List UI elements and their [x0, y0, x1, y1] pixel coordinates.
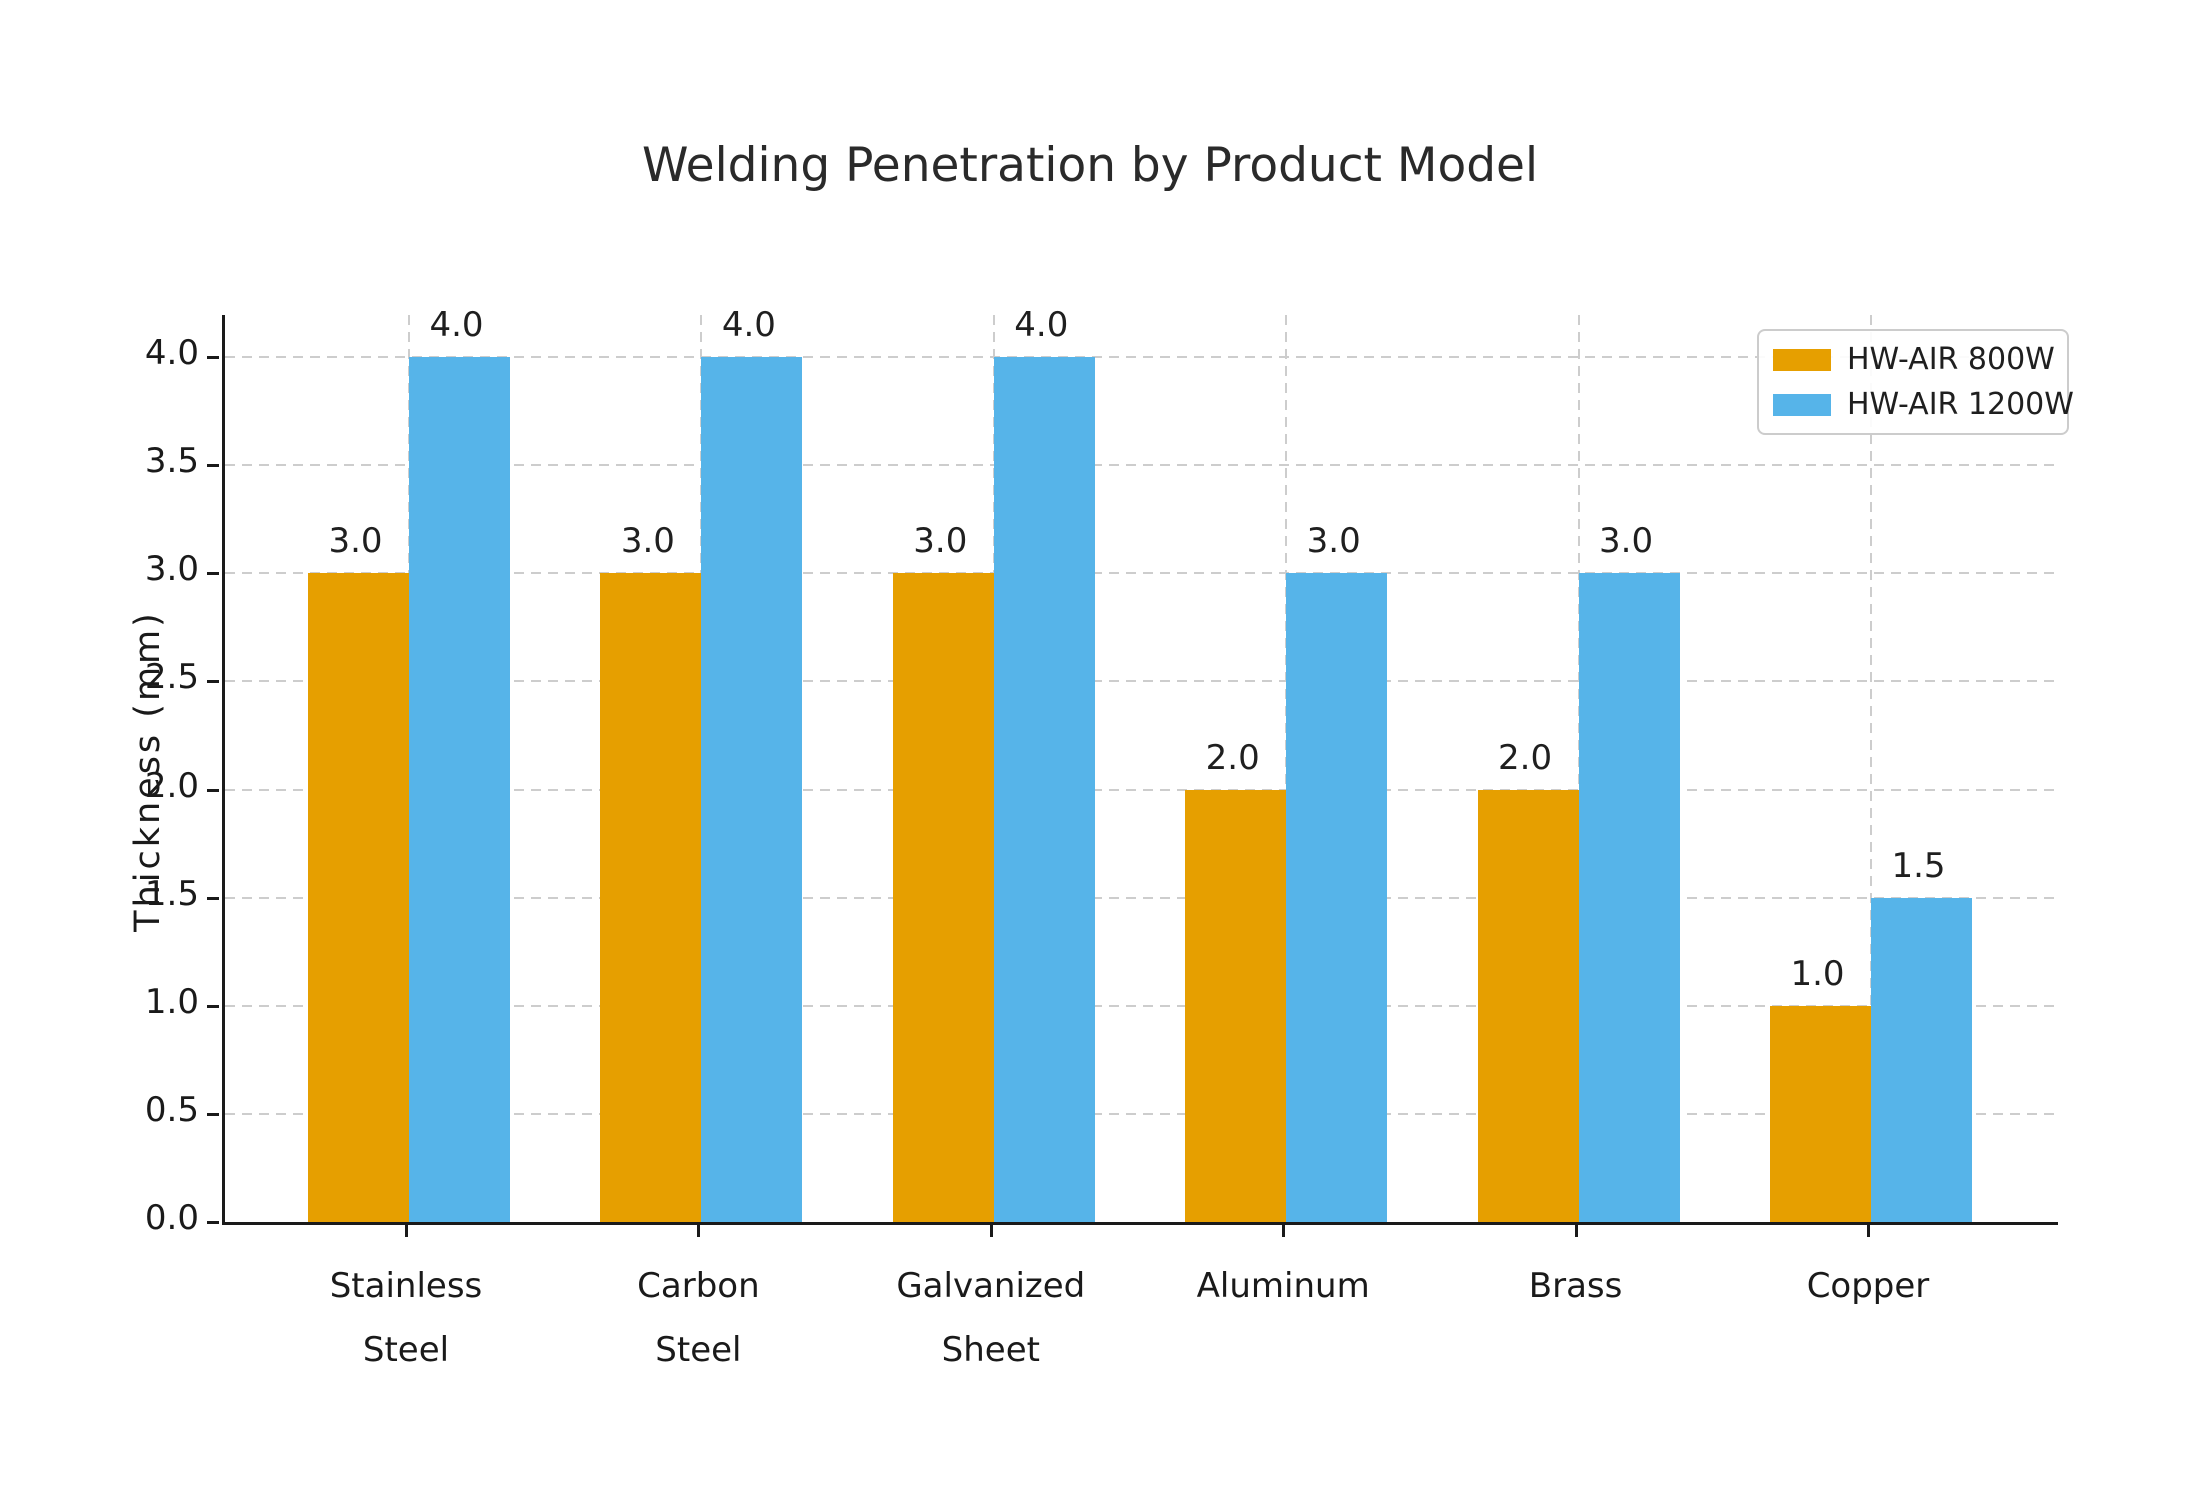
bar-hw-air-1200w-5 — [1871, 897, 1972, 1222]
bar-hw-air-800w-3 — [1185, 789, 1287, 1222]
bar-value-label: 4.0 — [429, 305, 484, 346]
y-tick-mark — [207, 788, 219, 792]
bar-hw-air-1200w-4 — [1578, 573, 1680, 1222]
legend: HW-AIR 800W HW-AIR 1200W — [1757, 329, 2074, 435]
y-tick-label: 4.0 — [144, 333, 199, 374]
y-tick-mark — [207, 1004, 219, 1008]
bar-hw-air-800w-5 — [1770, 1005, 1871, 1222]
y-tick-label: 1.5 — [144, 873, 199, 914]
gridline-horizontal — [225, 1004, 2058, 1007]
bar-value-label: 2.0 — [1498, 737, 1553, 778]
x-tick-mark — [989, 1225, 993, 1237]
y-tick-label: 1.0 — [144, 981, 199, 1022]
bar-hw-air-800w-2 — [892, 573, 994, 1222]
y-tick-mark — [207, 464, 219, 468]
plot-area — [222, 315, 2058, 1225]
gridline-horizontal — [225, 356, 2058, 359]
y-tick-mark — [207, 572, 219, 576]
gridline-horizontal — [225, 680, 2058, 683]
chart-title: Welding Penetration by Product Model — [641, 138, 1539, 193]
gridline-vertical — [1870, 315, 1872, 1222]
y-tick-label: 3.0 — [144, 549, 199, 590]
bar-value-label: 4.0 — [721, 305, 776, 346]
x-tick-mark — [1282, 1225, 1286, 1237]
bar-value-label: 4.0 — [1014, 305, 1069, 346]
bar-hw-air-800w-0 — [308, 573, 409, 1222]
gridline-horizontal — [225, 896, 2058, 899]
x-tick-mark — [697, 1225, 701, 1237]
bar-value-label: 3.0 — [620, 521, 675, 562]
bar-value-label: 3.0 — [328, 521, 383, 562]
bar-value-label: 1.5 — [1891, 845, 1946, 886]
x-tick-label: Brass — [1528, 1266, 1623, 1306]
x-tick-label: Stainless Steel — [329, 1266, 483, 1370]
bar-hw-air-1200w-2 — [993, 357, 1095, 1222]
x-tick-label: Copper — [1806, 1266, 1930, 1306]
bar-value-label: 2.0 — [1205, 737, 1260, 778]
y-tick-mark — [207, 1221, 219, 1224]
x-tick-label: Carbon Steel — [637, 1266, 760, 1370]
bar-value-label: 3.0 — [1599, 521, 1654, 562]
x-tick-mark — [1574, 1225, 1578, 1237]
y-tick-mark — [207, 356, 219, 360]
y-tick-mark — [207, 1112, 219, 1116]
x-tick-mark — [1867, 1225, 1870, 1237]
x-tick-label: Galvanized Sheet — [896, 1266, 1086, 1370]
legend-item-series-1: HW-AIR 800W — [1773, 342, 2055, 377]
bar-hw-air-1200w-1 — [701, 357, 803, 1222]
bar-hw-air-800w-1 — [600, 573, 702, 1222]
legend-swatch-blue — [1773, 393, 1831, 416]
y-tick-mark — [207, 680, 219, 684]
legend-label: HW-AIR 1200W — [1847, 387, 2074, 422]
x-tick-label: Aluminum — [1196, 1266, 1370, 1306]
legend-swatch-orange — [1773, 348, 1831, 371]
gridline-horizontal — [225, 1112, 2058, 1115]
bar-value-label: 3.0 — [1306, 521, 1361, 562]
y-tick-label: 2.0 — [144, 765, 199, 806]
y-tick-label: 0.0 — [144, 1198, 199, 1238]
bar-value-label: 1.0 — [1790, 953, 1845, 994]
bar-value-label: 3.0 — [913, 521, 968, 562]
y-tick-label: 0.5 — [144, 1089, 199, 1130]
y-tick-mark — [207, 896, 219, 900]
bar-hw-air-800w-4 — [1477, 789, 1579, 1222]
legend-item-series-2: HW-AIR 1200W — [1773, 387, 2074, 422]
legend-label: HW-AIR 800W — [1847, 342, 2055, 377]
gridline-horizontal — [225, 572, 2058, 575]
gridline-horizontal — [225, 788, 2058, 791]
y-tick-label: 3.5 — [144, 441, 199, 482]
x-tick-mark — [405, 1225, 408, 1237]
y-tick-label: 2.5 — [144, 657, 199, 698]
bar-hw-air-1200w-0 — [409, 357, 510, 1222]
gridline-horizontal — [225, 464, 2058, 467]
bar-hw-air-1200w-3 — [1286, 573, 1388, 1222]
